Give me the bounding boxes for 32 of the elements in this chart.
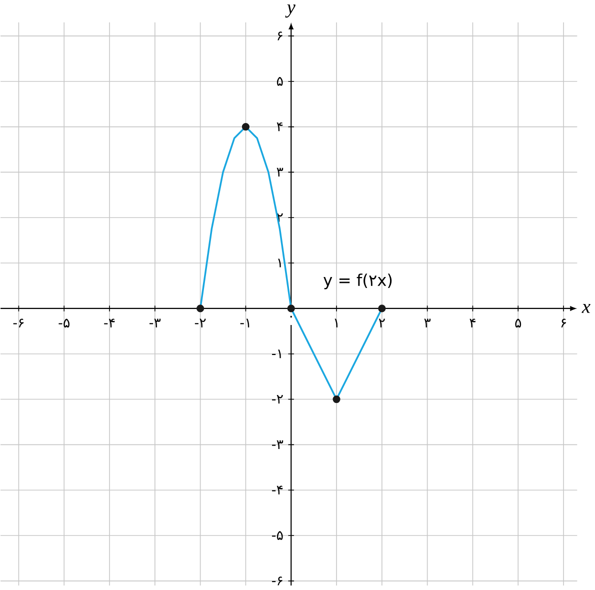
x-tick-label: ۶ [561,318,566,328]
y-tick-label: -۳ [272,440,284,450]
y-tick-label: ۶ [278,32,282,40]
y-tick-label: -۴ [272,486,283,495]
x-tick-label: ۴ [470,318,476,328]
x-axis-title: x [582,304,590,314]
x-tick-label: ۵ [515,318,522,328]
y-axis-title: y [285,4,296,18]
x-tick-label: -۱ [240,318,250,328]
x-tick-label: ۳ [424,318,431,328]
x-tick-label: ۲ [378,318,385,328]
x-tick-label: -۵ [58,318,70,328]
x-tick-label: -۴ [104,318,115,328]
x-tick-label: -۳ [150,318,161,328]
y-tick-label: ۵ [276,77,283,86]
x-tick-label: ۱ [334,318,338,328]
x-tick-label: -۲ [194,318,206,328]
x-tick-label: -۶ [13,318,24,328]
point [196,304,204,312]
x-tick-label: ۰ [290,316,292,318]
y-tick-label: ۴ [276,122,283,132]
point [378,304,386,312]
y-tick-label: ۳ [276,168,284,177]
y-tick-label: -۲ [272,395,283,404]
y-tick-label: -۵ [272,531,283,540]
point [242,123,250,131]
point [287,304,295,312]
annotation: y = f(۲x) [324,274,392,290]
y-tick-label: -۶ [272,576,282,586]
y-tick-label: -۱ [272,350,281,358]
y-tick-label: ۱ [278,258,281,268]
point [332,396,340,404]
